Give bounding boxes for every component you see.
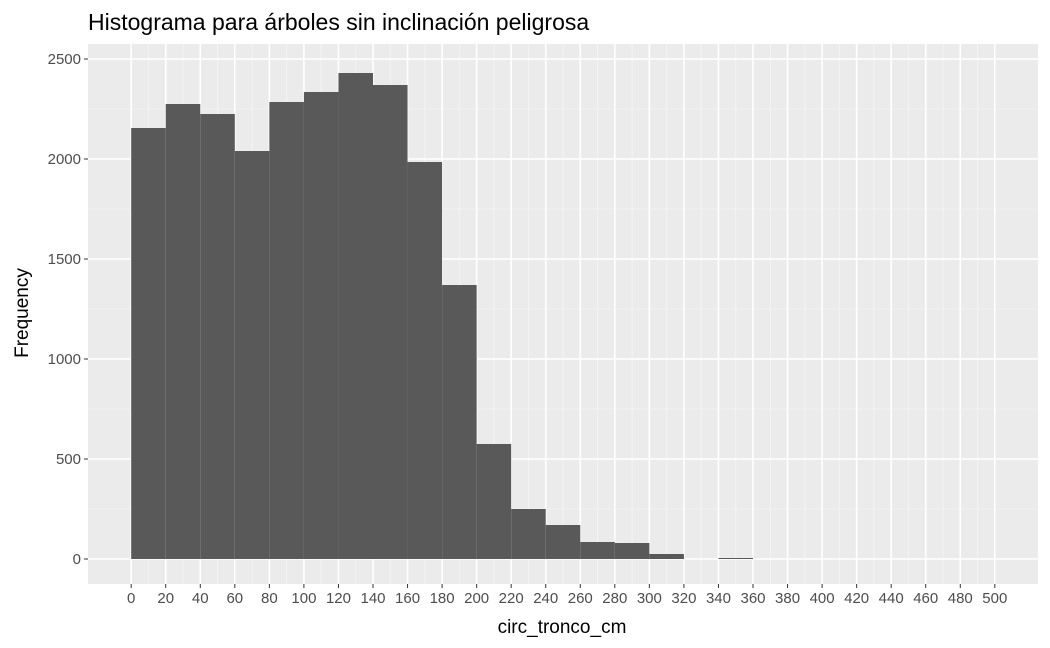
x-tick-label: 220: [499, 590, 524, 607]
x-tick-label: 100: [291, 590, 316, 607]
x-tick-label: 0: [127, 590, 135, 607]
histogram-bar: [338, 73, 373, 559]
y-axis-title: Frequency: [12, 268, 33, 358]
x-tick-label: 140: [360, 590, 385, 607]
y-axis: 0 500 1000 1500 2000 2500: [48, 51, 88, 568]
histogram-bar: [200, 114, 235, 559]
histogram-bar: [269, 102, 304, 559]
x-tick-label: 240: [533, 590, 558, 607]
x-tick-label: 260: [568, 590, 593, 607]
x-tick-label: 20: [157, 590, 174, 607]
histogram-bar: [234, 151, 270, 559]
x-tick-label: 180: [430, 590, 455, 607]
x-tick-label: 360: [740, 590, 765, 607]
x-tick-label: 40: [192, 590, 209, 607]
x-axis: 0 20 40 60 80 100 120 140 160 180 200 220 240 260 280 3…: [127, 584, 1007, 607]
histogram-bar: [649, 554, 684, 559]
histogram-bar: [476, 444, 512, 559]
histogram-bar: [580, 542, 615, 559]
x-tick-label: 440: [879, 590, 904, 607]
x-tick-label: 200: [464, 590, 489, 607]
x-tick-label: 300: [637, 590, 662, 607]
histogram-bar: [614, 543, 650, 559]
histogram-bar: [718, 558, 753, 559]
histogram-bar: [442, 285, 477, 559]
x-tick-label: 400: [810, 590, 835, 607]
histogram-bar: [545, 525, 581, 559]
y-tick-label: 2500: [48, 51, 81, 68]
x-tick-label: 160: [395, 590, 420, 607]
histogram-bar: [373, 85, 408, 559]
x-axis-title: circ_tronco_cm: [498, 617, 627, 638]
x-tick-label: 280: [602, 590, 627, 607]
y-tick-label: 500: [56, 451, 81, 468]
x-tick-label: 480: [948, 590, 973, 607]
x-tick-label: 80: [261, 590, 278, 607]
x-tick-label: 420: [844, 590, 869, 607]
y-tick-label: 1500: [48, 251, 81, 268]
y-tick-label: 1000: [48, 351, 81, 368]
bars: [131, 73, 753, 559]
x-tick-label: 60: [226, 590, 243, 607]
x-tick-label: 120: [326, 590, 351, 607]
x-tick-label: 320: [671, 590, 696, 607]
histogram-bar: [165, 104, 201, 559]
y-tick-label: 2000: [48, 151, 81, 168]
x-tick-label: 500: [982, 590, 1007, 607]
histogram-bar: [303, 92, 339, 559]
histogram-bar: [131, 128, 166, 559]
chart-title: Histograma para árboles sin inclinación …: [88, 9, 589, 35]
x-tick-label: 460: [913, 590, 938, 607]
x-tick-label: 380: [775, 590, 800, 607]
y-tick-label: 0: [73, 551, 81, 568]
histogram-bar: [511, 509, 546, 559]
x-tick-label: 340: [706, 590, 731, 607]
histogram-bar: [407, 162, 443, 559]
